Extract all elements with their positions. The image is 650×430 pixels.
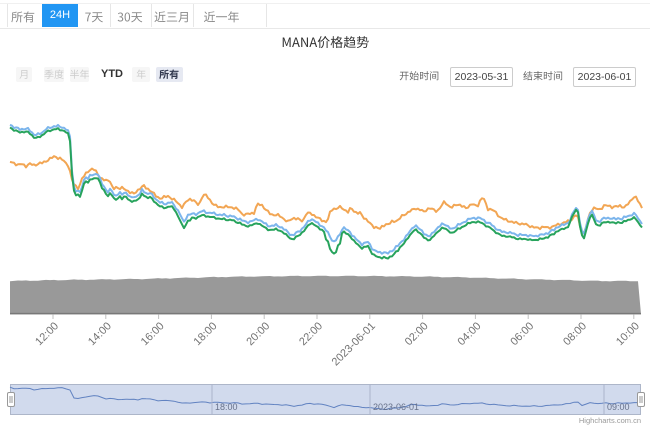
- svg-text:2023-06-01: 2023-06-01: [373, 402, 419, 412]
- svg-text:09:00: 09:00: [607, 402, 630, 412]
- svg-text:2023-06-01: 2023-06-01: [330, 320, 378, 368]
- svg-text:10:00: 10:00: [614, 320, 642, 348]
- svg-text:02:00: 02:00: [403, 320, 431, 348]
- svg-text:16:00: 16:00: [139, 320, 167, 348]
- svg-text:18:00: 18:00: [192, 320, 220, 348]
- svg-text:08:00: 08:00: [561, 320, 589, 348]
- svg-text:Highcharts.com.cn: Highcharts.com.cn: [579, 416, 641, 425]
- svg-text:22:00: 22:00: [297, 320, 325, 348]
- svg-text:20:00: 20:00: [244, 320, 272, 348]
- svg-text:04:00: 04:00: [456, 320, 484, 348]
- svg-text:12:00: 12:00: [33, 320, 61, 348]
- svg-text:06:00: 06:00: [508, 320, 536, 348]
- svg-text:14:00: 14:00: [86, 320, 114, 348]
- svg-text:18:00: 18:00: [215, 402, 238, 412]
